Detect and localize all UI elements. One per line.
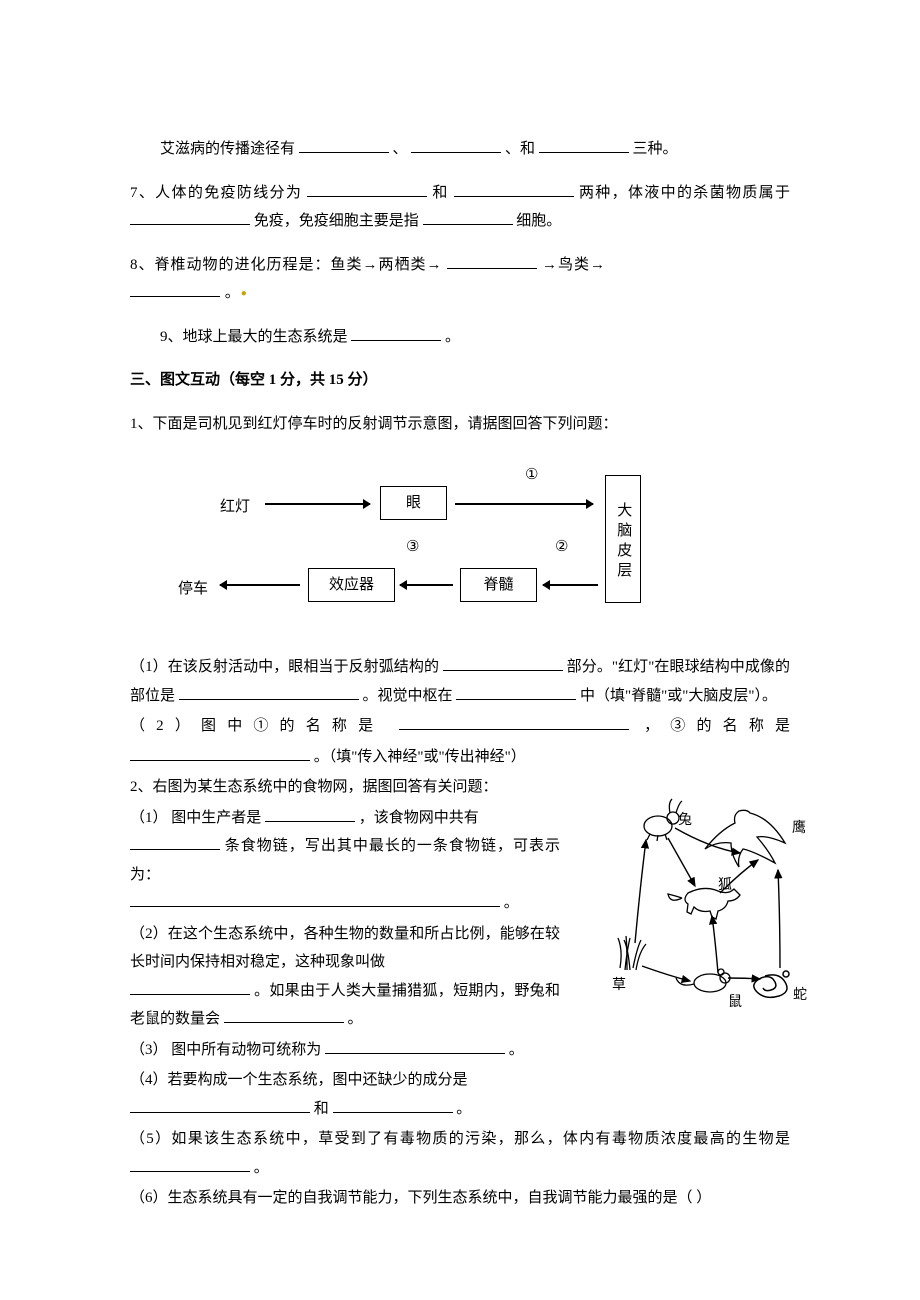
blank: [299, 137, 389, 153]
section3-heading: 三、图文互动（每空 1 分，共 15 分）: [130, 366, 790, 395]
text: （3） 图中所有动物可统称为: [130, 1042, 321, 1058]
arrow: [455, 503, 593, 505]
blank: [130, 209, 250, 225]
label-eagle: 鹰: [792, 816, 806, 843]
q9: 9、地球上最大的生态系统是 。: [130, 323, 790, 352]
text: 。: [348, 1011, 363, 1027]
box-spinal: 脊髓: [460, 568, 537, 602]
blank: [130, 891, 500, 907]
blank: [456, 684, 576, 700]
blank: [539, 137, 629, 153]
text: 8、脊椎动物的进化历程是：鱼类→两栖类→: [130, 257, 443, 273]
blank: [179, 684, 359, 700]
blank: [265, 806, 355, 822]
d2-q6: （6）生态系统具有一定的自我调节能力，下列生态系统中，自我调节能力最强的是（ ）: [130, 1184, 790, 1213]
text: 艾滋病的传播途径有: [160, 141, 295, 157]
arrow: [543, 584, 598, 586]
d2-q5: （5）如果该生态系统中，草受到了有毒物质的污染，那么，体内有毒物质浓度最高的生物…: [130, 1125, 790, 1182]
text: ，该食物网中共有: [359, 810, 479, 826]
blank: [224, 1007, 344, 1023]
text: 免疫，免疫细胞主要是指: [254, 213, 419, 229]
text: 中（填"脊髓"或"大脑皮层"）。: [580, 688, 777, 704]
box-cortex: 大脑皮层: [605, 475, 641, 603]
text: 7、人体的免疫防线分为: [130, 185, 302, 201]
foodweb-diagram: 兔 鹰 狐 草 鼠 蛇: [600, 798, 810, 1024]
blank: [325, 1038, 505, 1054]
text: 。: [509, 1042, 524, 1058]
blank: [333, 1097, 453, 1113]
label-3: ③: [406, 533, 419, 562]
blank: [411, 137, 501, 153]
q7: 7、人体的免疫防线分为 和 两种，体液中的杀菌物质属于 免疫，免疫细胞主要是指 …: [130, 179, 790, 236]
reflex-diagram: 红灯 眼 ① 大脑皮层 ② ③ 脊髓 效应器 停车: [130, 453, 790, 643]
aids-line: 艾滋病的传播途径有 、 、和 三种。: [130, 135, 790, 164]
text: 。: [254, 1160, 269, 1176]
foodweb-svg: [600, 798, 810, 1013]
d2-q1: （1） 图中生产者是 ，该食物网中共有 条食物链，写出其中最长的一条食物链，可表…: [130, 804, 560, 918]
blank: [447, 253, 537, 269]
blank: [130, 834, 220, 850]
blank: [423, 209, 513, 225]
box-effector: 效应器: [308, 568, 395, 602]
blank: [443, 655, 563, 671]
text: 9、地球上最大的生态系统是: [160, 329, 348, 345]
text: 和: [432, 185, 448, 201]
d1-q2: （2）图中①的名称是 ，③的名称是: [130, 712, 790, 741]
label-grass: 草: [612, 973, 626, 1000]
text: ，③的名称是: [644, 718, 790, 734]
blank: [307, 181, 427, 197]
sep: 、和: [505, 141, 535, 157]
d2-q4: （4）若要构成一个生态系统，图中还缺少的成分是 和 。: [130, 1066, 560, 1123]
label-snake: 蛇: [793, 983, 807, 1010]
box-eye: 眼: [380, 486, 447, 520]
text: （1） 图中生产者是: [130, 810, 261, 826]
text: （1）在该反射活动中，眼相当于反射弧结构的: [130, 659, 439, 675]
arrow: [400, 584, 453, 586]
arrow: [220, 584, 300, 586]
text: （5）如果该生态系统中，草受到了有毒物质的污染，那么，体内有毒物质浓度最高的生物…: [130, 1131, 790, 1147]
blank: [454, 181, 574, 197]
blank: [130, 979, 250, 995]
blank: [130, 281, 220, 297]
label-fox: 狐: [718, 873, 732, 900]
text: 。: [225, 285, 241, 301]
text: →鸟类→: [542, 257, 606, 273]
label-mouse: 鼠: [728, 990, 742, 1017]
blank: [130, 1156, 250, 1172]
label-2: ②: [555, 533, 568, 562]
label-rabbit: 兔: [678, 808, 692, 835]
q2-block: 2、右图为某生态系统中的食物网，据图回答有关问题：: [130, 773, 790, 1213]
label-redlight: 红灯: [220, 493, 250, 522]
text: 。视觉中枢在: [363, 688, 453, 704]
d2-q2: （2）在这个生态系统中，各种生物的数量和所占比例，能够在较长时间内保持相对稳定，…: [130, 920, 560, 1034]
sep: 、: [393, 141, 408, 157]
d1-q1: （1）在该反射活动中，眼相当于反射弧结构的 部分。"红灯"在眼球结构中成像的部位…: [130, 653, 790, 1213]
dot-icon: ●: [241, 288, 248, 299]
blank: [351, 325, 441, 341]
text: （4）若要构成一个生态系统，图中还缺少的成分是: [130, 1072, 468, 1088]
text: 细胞。: [516, 213, 561, 229]
arrow: [265, 503, 370, 505]
blank: [130, 745, 310, 761]
label-1: ①: [525, 461, 538, 490]
text: 两种，体液中的杀菌物质属于: [579, 185, 790, 201]
q8: 8、脊椎动物的进化历程是：鱼类→两栖类→ →鸟类→ 。●: [130, 251, 790, 308]
blank: [130, 1097, 310, 1113]
text: 和: [314, 1101, 329, 1117]
text: 。: [456, 1101, 471, 1117]
tail: 三种。: [633, 141, 678, 157]
text: 。: [504, 895, 519, 911]
label-stop: 停车: [178, 575, 208, 604]
text: （2）图中①的名称是: [130, 718, 384, 734]
blank: [399, 714, 629, 730]
text: （2）在这个生态系统中，各种生物的数量和所占比例，能够在较长时间内保持相对稳定，…: [130, 926, 560, 971]
d2-q3: （3） 图中所有动物可统称为 。: [130, 1036, 560, 1065]
text: 。（填"传入神经"或"传出神经"）: [314, 749, 526, 765]
d1-intro: 1、下面是司机见到红灯停车时的反射调节示意图，请据图回答下列问题：: [130, 410, 790, 439]
text: 。: [445, 329, 460, 345]
